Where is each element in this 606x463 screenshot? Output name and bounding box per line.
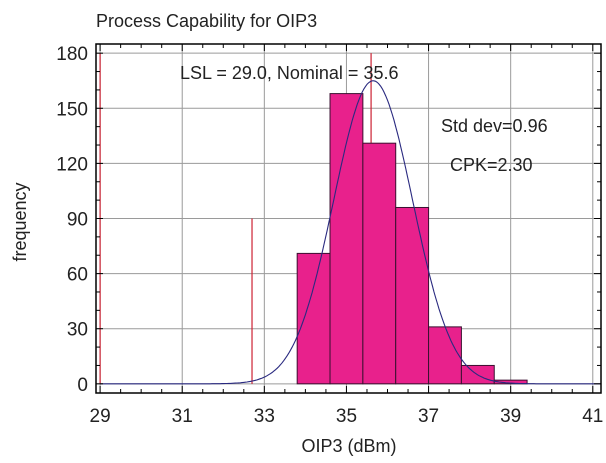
histogram-bar xyxy=(493,379,528,385)
y-tick-label: 60 xyxy=(67,265,88,286)
y-tick-label: 30 xyxy=(67,320,88,341)
std-dev-annotation: Std dev=0.96 xyxy=(441,116,548,136)
x-tick-label: 37 xyxy=(418,406,439,427)
histogram-bar xyxy=(428,326,462,385)
chart-title: Process Capability for OIP3 xyxy=(96,11,317,31)
fit-curve xyxy=(100,80,601,385)
histogram-bar xyxy=(395,206,430,385)
y-tick-label: 150 xyxy=(56,99,88,120)
histogram-bar xyxy=(362,142,397,385)
y-axis-label: frequency xyxy=(10,182,30,261)
y-tick-label: 180 xyxy=(56,44,88,65)
x-tick-label: 35 xyxy=(336,406,357,427)
y-tick-label: 120 xyxy=(56,154,88,175)
y-tick-label: 0 xyxy=(77,375,88,396)
x-tick-label: 41 xyxy=(582,406,603,427)
y-tick-labels: 0 30 60 90 120 150 180 xyxy=(56,44,88,396)
y-tick-label: 90 xyxy=(67,210,88,231)
axis-ticks xyxy=(96,44,601,393)
histogram-bar xyxy=(329,93,364,385)
x-tick-labels: 29 31 33 35 37 39 41 xyxy=(90,406,604,427)
histogram-bar xyxy=(296,252,331,385)
x-tick-label: 29 xyxy=(90,406,111,427)
histogram-bars xyxy=(296,93,528,385)
spec-annotation: LSL = 29.0, Nominal = 35.6 xyxy=(180,63,398,83)
x-tick-label: 33 xyxy=(254,406,275,427)
cpk-annotation: CPK=2.30 xyxy=(450,155,533,175)
x-axis-label: OIP3 (dBm) xyxy=(301,436,396,456)
x-tick-label: 31 xyxy=(172,406,193,427)
x-tick-label: 39 xyxy=(500,406,521,427)
